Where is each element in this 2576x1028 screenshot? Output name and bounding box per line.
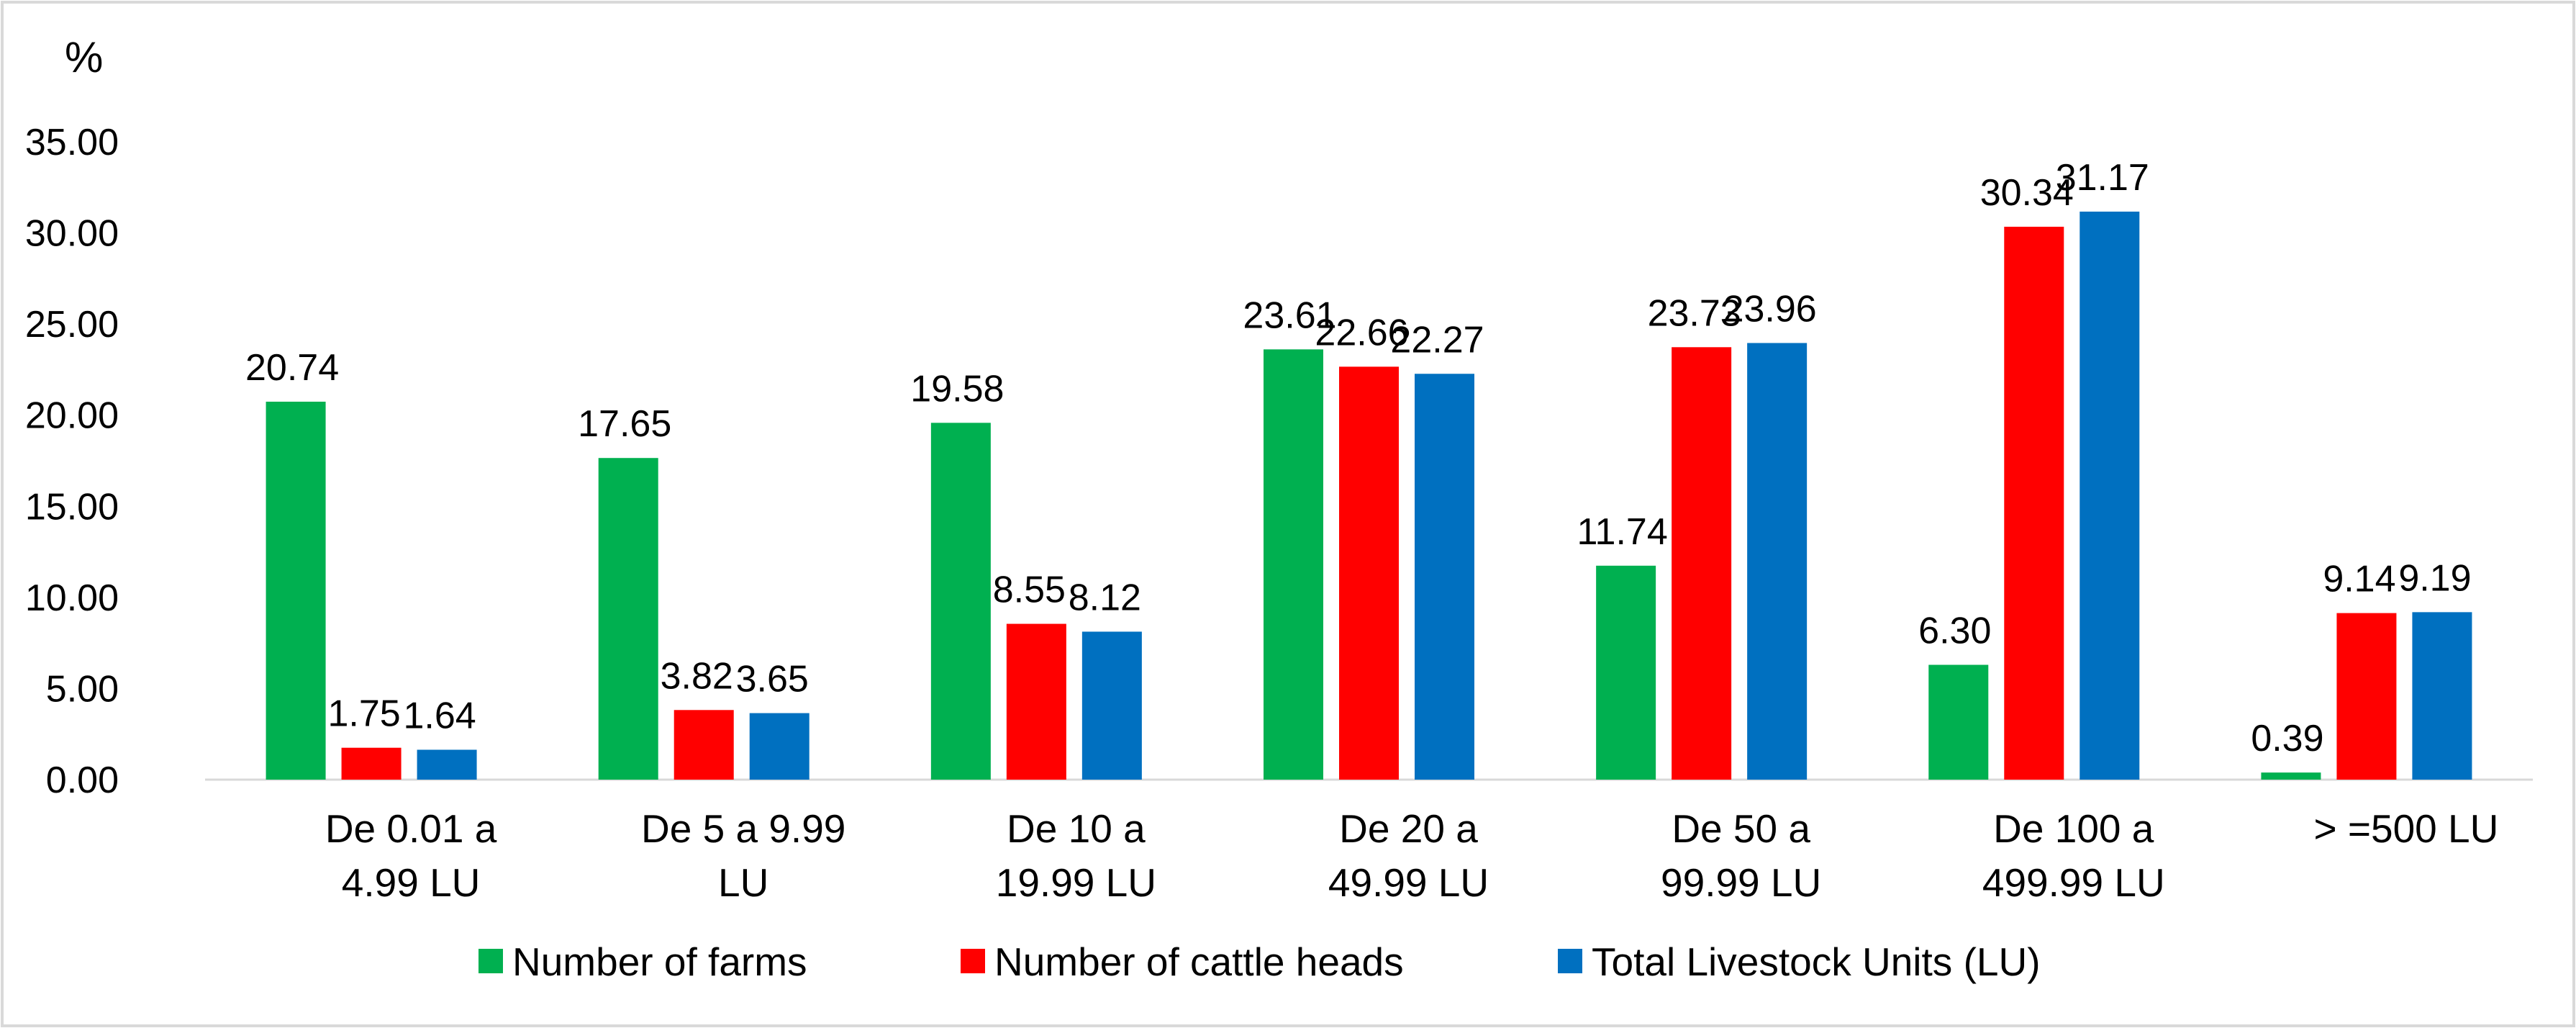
bar-livestock-units xyxy=(1747,343,1808,780)
category-label: 49.99 LU xyxy=(1328,860,1489,905)
category-label: LU xyxy=(718,860,768,905)
data-label: 1.64 xyxy=(403,695,476,736)
data-label: 0.39 xyxy=(2251,718,2323,759)
category-label: 99.99 LU xyxy=(1661,860,1821,905)
category-label: 499.99 LU xyxy=(1982,860,2165,905)
data-label: 31.17 xyxy=(2056,157,2149,199)
data-label: 17.65 xyxy=(578,403,671,445)
data-label: 23.61 xyxy=(1243,294,1336,336)
bar-farms xyxy=(2261,772,2321,780)
data-label: 23.96 xyxy=(1723,288,1817,330)
data-label: 9.19 xyxy=(2398,557,2471,599)
y-tick-label: 0.00 xyxy=(46,759,119,801)
data-label: 19.58 xyxy=(910,368,1004,410)
legend-label: Total Livestock Units (LU) xyxy=(1592,939,2041,984)
y-tick-label: 35.00 xyxy=(25,122,119,163)
bar-farms xyxy=(1264,349,1323,780)
y-axis-unit-label: % xyxy=(65,33,103,81)
data-label: 22.27 xyxy=(1390,319,1484,361)
legend: Number of farms Number of cattle heads Tot… xyxy=(479,939,2041,984)
y-tick-label: 20.00 xyxy=(25,395,119,437)
category-label: 19.99 LU xyxy=(996,860,1156,905)
data-label: 8.12 xyxy=(1069,577,1141,618)
bar-livestock-units xyxy=(1415,374,1474,780)
category-label: 4.99 LU xyxy=(342,860,481,905)
bar-cattle-heads xyxy=(341,747,402,780)
bar-livestock-units xyxy=(2080,211,2140,780)
bar-cattle-heads xyxy=(1339,366,1399,780)
bar-cattle-heads xyxy=(2004,226,2064,780)
y-tick-label: 30.00 xyxy=(25,213,119,255)
legend-swatch xyxy=(961,949,985,973)
category-label: De 50 a xyxy=(1672,806,1810,851)
bar-livestock-units xyxy=(749,713,809,780)
bar-farms xyxy=(1596,565,1656,780)
data-label: 20.74 xyxy=(245,347,339,389)
legend-swatch xyxy=(1558,949,1582,973)
data-label: 6.30 xyxy=(1918,610,1991,652)
bar-farms xyxy=(1928,664,1989,780)
bar-livestock-units xyxy=(2412,612,2472,780)
category-label: De 0.01 a xyxy=(325,806,497,851)
bar-farms xyxy=(266,401,326,780)
legend-label: Number of cattle heads xyxy=(994,939,1404,984)
category-labels-group: De 0.01 a 4.99 LU De 5 a 9.99 LU De 10 a 19.9… xyxy=(325,806,2499,905)
data-label: 22.66 xyxy=(1315,312,1408,353)
data-label: 3.82 xyxy=(661,655,733,697)
data-label: 1.75 xyxy=(327,693,400,735)
bar-livestock-units xyxy=(417,749,477,780)
legend-swatch xyxy=(479,949,503,973)
bar-farms xyxy=(930,423,991,780)
y-tick-label: 5.00 xyxy=(46,668,119,710)
data-label: 30.34 xyxy=(1980,172,2074,214)
legend-label: Number of farms xyxy=(512,939,807,984)
data-label: 8.55 xyxy=(993,569,1066,611)
y-tick-label: 15.00 xyxy=(25,486,119,528)
bar-cattle-heads xyxy=(1006,623,1066,780)
data-label: 23.73 xyxy=(1648,292,1741,334)
category-label: De 20 a xyxy=(1339,806,1478,851)
y-axis-ticks: 0.00 5.00 10.00 15.00 20.00 25.00 30.00 35.00 xyxy=(25,122,119,801)
bar-cattle-heads xyxy=(674,710,734,780)
data-label: 3.65 xyxy=(736,659,809,700)
data-labels-group: 20.74 1.75 1.64 17.65 3.82 3.65 19.58 8.55 8.12 2… xyxy=(245,157,2472,759)
bar-cattle-heads xyxy=(1672,347,1732,780)
data-label: 11.74 xyxy=(1577,511,1668,553)
y-tick-label: 25.00 xyxy=(25,304,119,346)
data-label: 9.14 xyxy=(2323,559,2395,600)
bars-group xyxy=(266,211,2472,780)
category-label: De 5 a 9.99 xyxy=(641,806,845,851)
category-label: > =500 LU xyxy=(2313,806,2498,851)
bar-livestock-units xyxy=(1081,631,1142,780)
category-label: De 100 a xyxy=(1993,806,2154,851)
bar-cattle-heads xyxy=(2336,613,2397,780)
category-label: De 10 a xyxy=(1007,806,1146,851)
y-tick-label: 10.00 xyxy=(25,577,119,619)
bar-farms xyxy=(598,458,658,780)
